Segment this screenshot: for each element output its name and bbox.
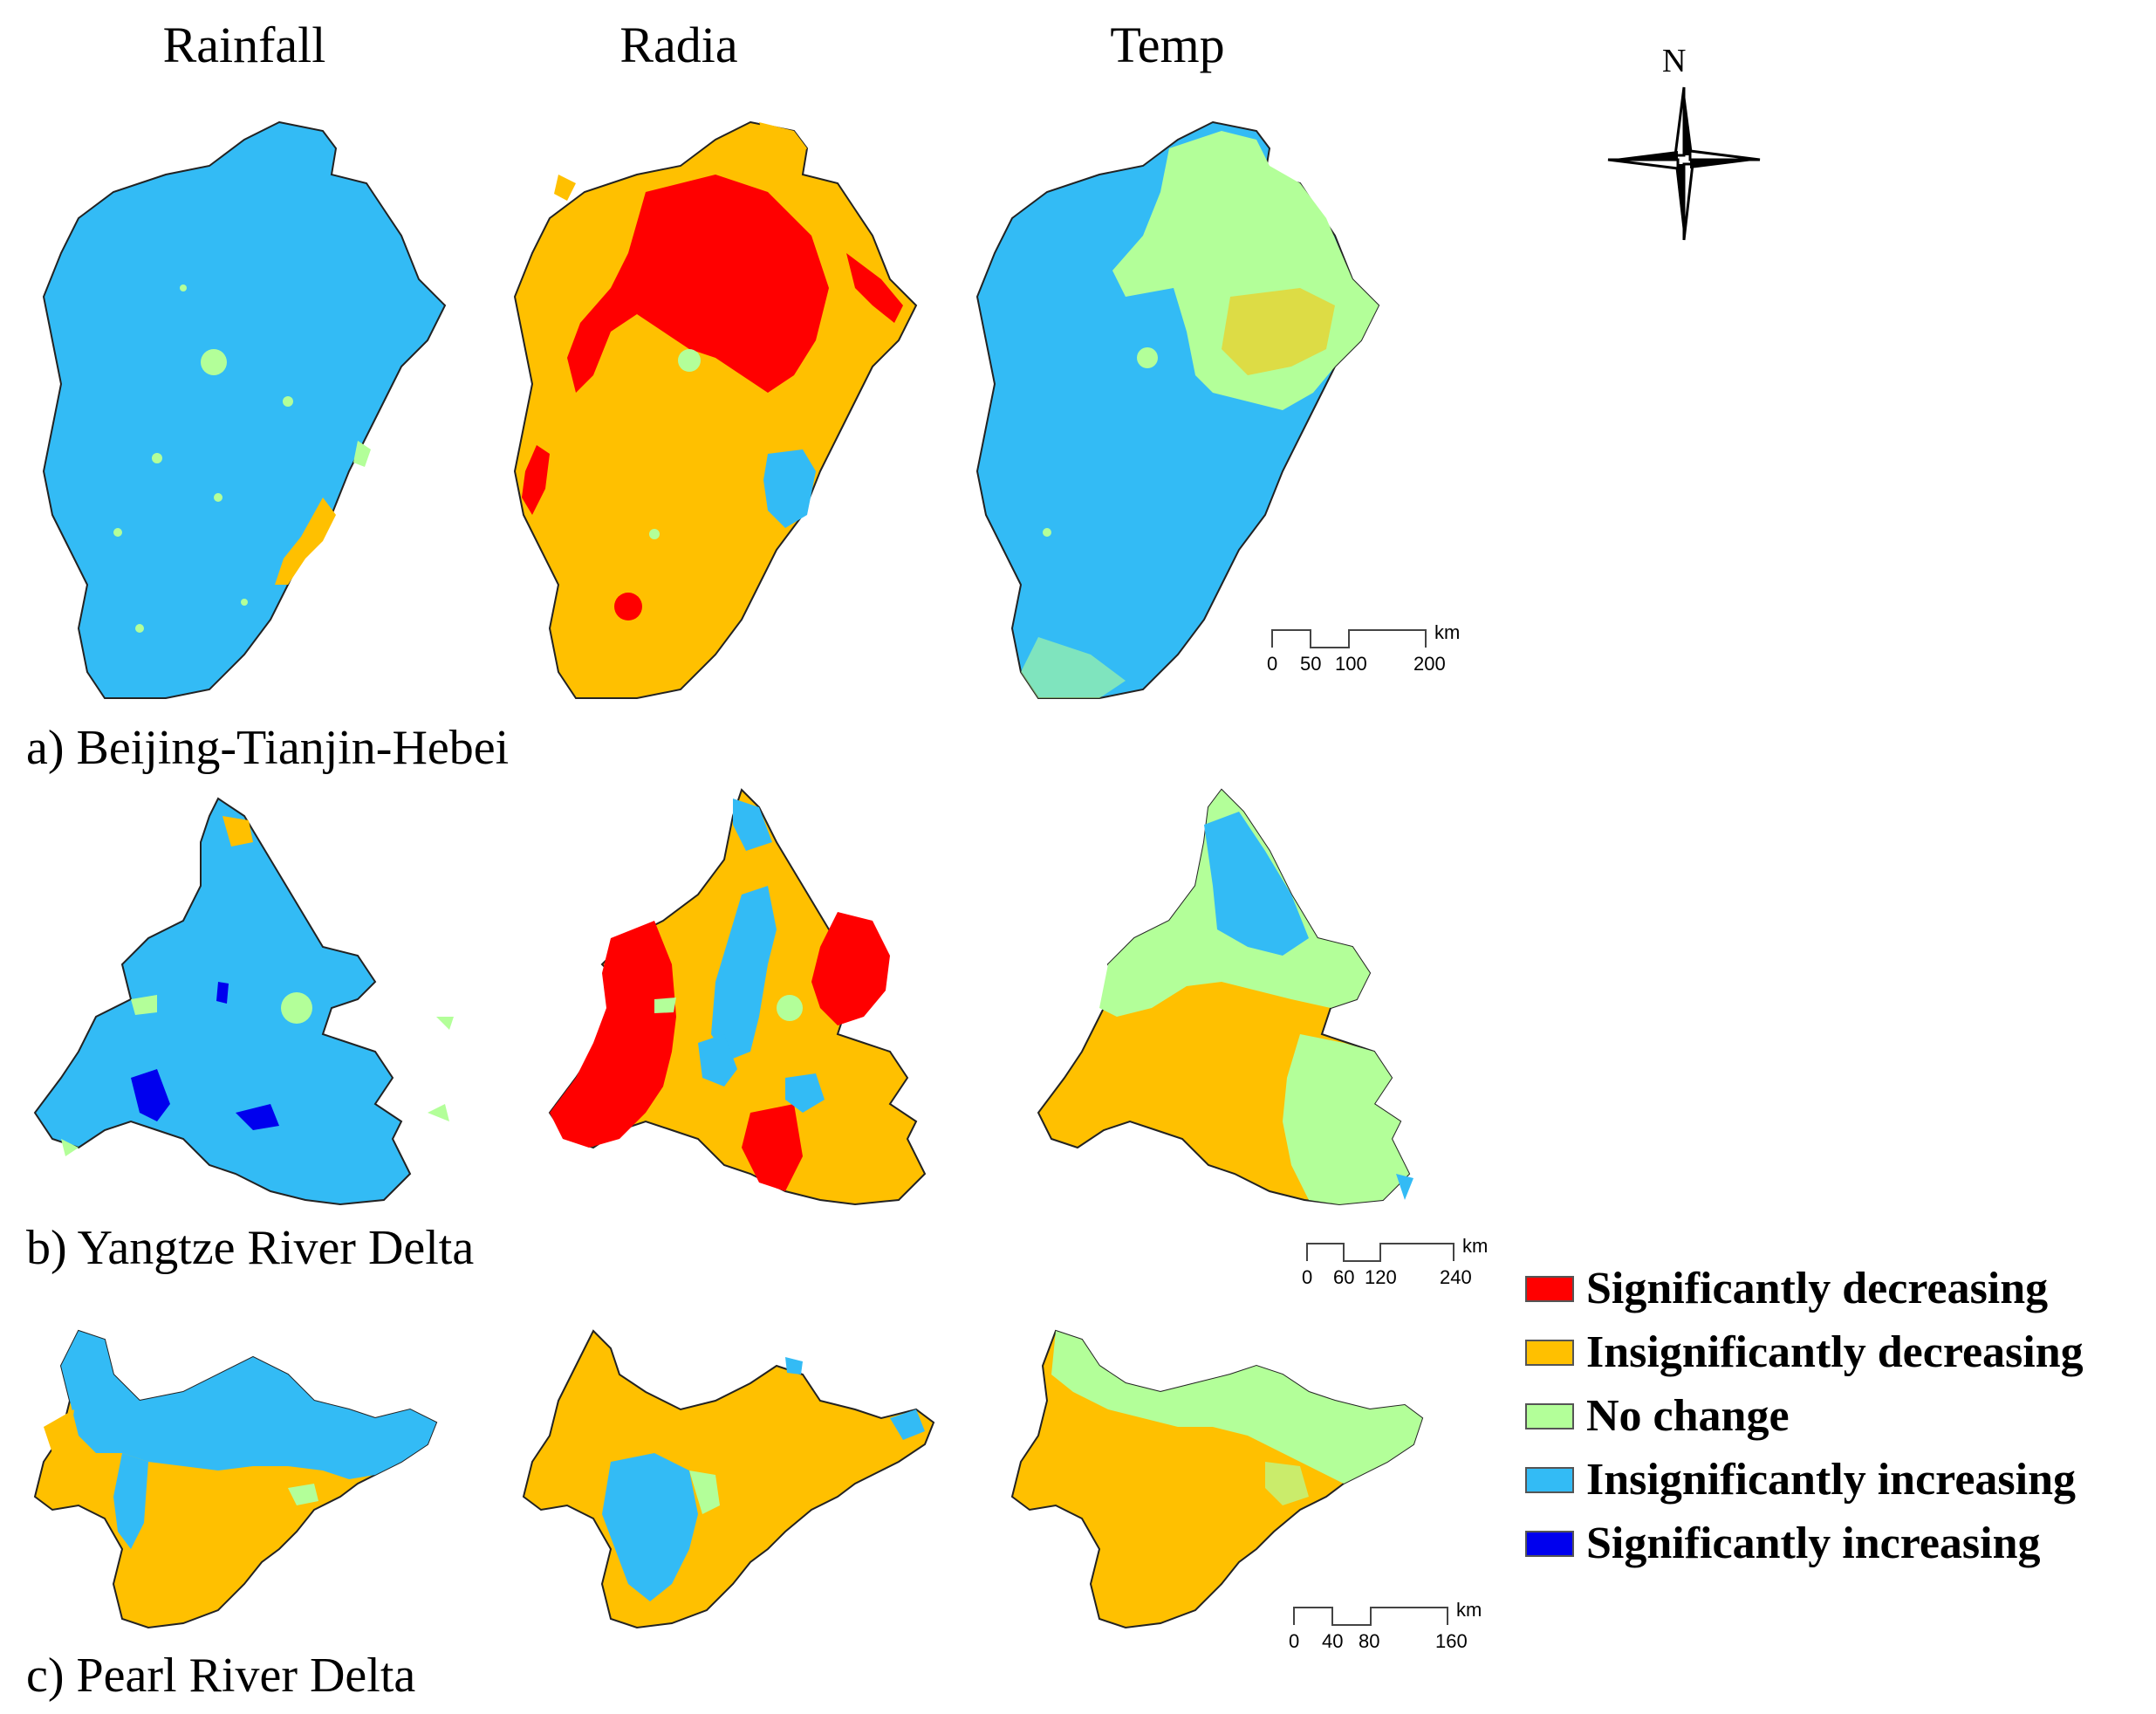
- map-yrd-rainfall: [33, 797, 454, 1206]
- scale-tick: 100: [1335, 653, 1367, 675]
- region-label-yrd: b) Yangtze River Delta: [26, 1221, 475, 1275]
- legend-label: Insignificantly decreasing: [1586, 1327, 2084, 1377]
- map-bth-radia: [513, 120, 918, 699]
- scale-tick: 200: [1413, 653, 1446, 675]
- legend-label: Significantly increasing: [1586, 1519, 2041, 1568]
- scale-tick: 50: [1300, 653, 1322, 675]
- scale-bar-prd: km 0 40 80 160: [1287, 1599, 1514, 1652]
- scale-unit: km: [1462, 1235, 1489, 1257]
- legend-swatch: [1525, 1402, 1574, 1429]
- map-prd-temp: [1010, 1329, 1424, 1629]
- scale-tick: 0: [1289, 1630, 1300, 1652]
- legend: Significantly decreasing Insignificantly…: [1525, 1257, 2084, 1575]
- north-arrow-icon: [1607, 86, 1761, 241]
- scale-tick: 120: [1365, 1266, 1397, 1288]
- legend-item: Significantly decreasing: [1525, 1257, 2084, 1320]
- legend-item: Insignificantly increasing: [1525, 1448, 2084, 1512]
- scale-unit: km: [1434, 621, 1461, 643]
- region-label-bth: a) Beijing-Tianjin-Hebei: [26, 721, 510, 775]
- scale-tick: 160: [1435, 1630, 1468, 1652]
- legend-swatch: [1525, 1339, 1574, 1366]
- scale-tick: 80: [1359, 1630, 1380, 1652]
- scale-tick: 60: [1333, 1266, 1355, 1288]
- scale-tick: 0: [1267, 653, 1278, 675]
- column-title-rainfall: Rainfall: [162, 17, 326, 73]
- legend-item: No change: [1525, 1384, 2084, 1448]
- scale-bar-yrd: km 0 60 120 240: [1300, 1235, 1518, 1288]
- map-bth-rainfall: [42, 120, 447, 699]
- legend-swatch: [1525, 1466, 1574, 1493]
- legend-item: Significantly increasing: [1525, 1512, 2084, 1575]
- scale-bar-bth: km 0 50 100 200: [1265, 621, 1483, 675]
- legend-label: No change: [1586, 1391, 1790, 1441]
- legend-swatch: [1525, 1275, 1574, 1302]
- map-yrd-radia: [548, 788, 927, 1206]
- legend-label: Significantly decreasing: [1586, 1264, 2049, 1313]
- legend-label: Insignificantly increasing: [1586, 1455, 2077, 1505]
- column-title-radia: Radia: [619, 17, 738, 73]
- column-title-temp: Temp: [1110, 17, 1225, 73]
- scale-tick: 40: [1322, 1630, 1344, 1652]
- legend-item: Insignificantly decreasing: [1525, 1320, 2084, 1384]
- scale-unit: km: [1456, 1599, 1482, 1621]
- map-yrd-temp: [1037, 788, 1413, 1206]
- scale-tick: 240: [1440, 1266, 1472, 1288]
- scale-tick: 0: [1302, 1266, 1313, 1288]
- map-bth-temp: [975, 120, 1380, 699]
- map-prd-radia: [522, 1329, 935, 1629]
- region-label-prd: c) Pearl River Delta: [26, 1649, 416, 1703]
- map-prd-rainfall: [33, 1329, 438, 1629]
- legend-swatch: [1525, 1530, 1574, 1557]
- compass-north-label: N: [1662, 43, 1687, 79]
